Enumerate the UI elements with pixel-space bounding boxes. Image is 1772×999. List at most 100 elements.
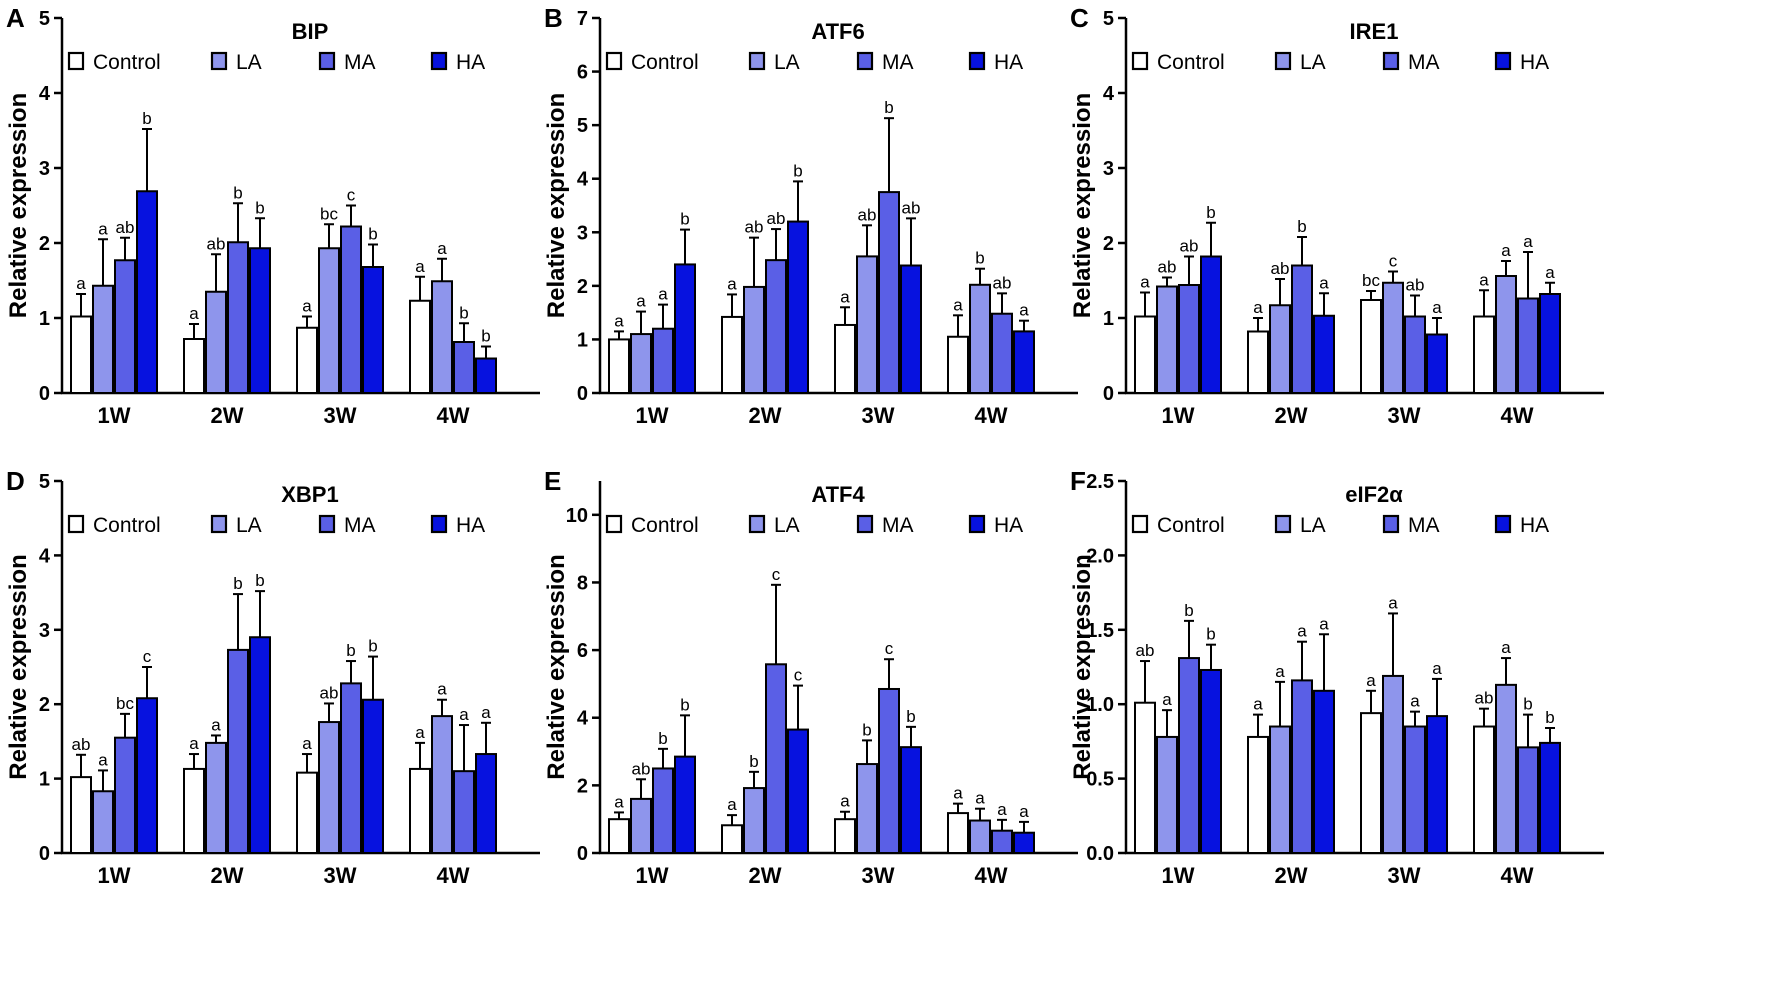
chart-title: IRE1 [1350,19,1399,44]
significance-label: bc [116,694,134,713]
bar-ma [878,687,900,854]
y-tick-label: 1 [39,769,50,791]
bar-control [947,812,969,854]
y-tick-label: 8 [577,572,588,594]
legend-label-ha: HA [1520,51,1549,74]
significance-label: a [1366,671,1376,690]
legend-swatch-la [748,514,766,534]
bar-ma [1178,657,1200,855]
significance-label: b [1523,695,1532,714]
bar-control [1134,315,1156,394]
bar-ha [1313,314,1335,394]
y-tick-label: 2.0 [1086,545,1114,567]
significance-label: a [840,792,850,811]
legend-swatch-ma [318,51,336,71]
y-tick-label: 0 [577,843,588,865]
bar-control [409,299,431,394]
bar-la [1156,285,1178,394]
significance-label: ab [902,198,921,217]
x-tick-label: 3W [862,403,895,428]
y-tick-label: 1 [577,329,588,351]
bar-la [205,290,227,394]
significance-label: b [658,729,667,748]
y-tick-label: 2.5 [1086,471,1114,493]
significance-label: a [614,792,624,811]
significance-label: b [481,327,490,346]
significance-label: a [614,311,624,330]
legend-label-ma: MA [1408,51,1440,74]
y-tick-label: 1.5 [1086,620,1114,642]
significance-label: a [1297,622,1307,641]
significance-label: a [1319,273,1329,292]
bar-ha [1200,255,1222,394]
x-tick-label: 4W [975,403,1008,428]
significance-label: a [1162,690,1172,709]
bar-control [608,338,630,394]
significance-label: c [143,647,152,666]
y-tick-label: 2 [577,775,588,797]
significance-label: ab [1475,689,1494,708]
chart-title: XBP1 [281,482,338,507]
legend-swatch-la [1274,51,1292,71]
legend-swatch-control [1131,51,1149,71]
legend-swatch-ma [1382,514,1400,534]
significance-label: a [189,734,199,753]
y-tick-label: 6 [577,62,588,84]
y-tick-label: 5 [1103,8,1114,30]
significance-label: a [1501,241,1511,260]
significance-label: a [636,292,646,311]
chart-title: ATF4 [811,482,865,507]
legend-swatch-la [210,51,228,71]
significance-label: b [459,303,468,322]
significance-label: ab [858,205,877,224]
bar-ma [227,241,249,394]
significance-label: a [1410,692,1420,711]
x-tick-label: 4W [437,863,470,888]
significance-label: a [437,680,447,699]
significance-label: a [953,784,963,803]
significance-label: a [302,297,312,316]
y-tick-label: 4 [577,169,589,191]
bar-control [608,818,630,855]
legend-swatch-control [67,51,85,71]
bar-ma [878,191,900,394]
bar-la [743,787,765,854]
y-axis-label: Relative expression [5,93,32,318]
legend-label-ma: MA [882,51,914,74]
legend-swatch-control [605,51,623,71]
bar-la [743,285,765,394]
bar-ha [1426,715,1448,854]
bar-ha [1539,741,1561,854]
y-tick-label: 4 [1103,83,1115,105]
panel-letter: C [1070,3,1089,33]
significance-label: a [953,295,963,314]
legend-label-la: LA [1300,51,1326,74]
x-tick-label: 3W [324,403,357,428]
legend-swatch-ha [1494,51,1512,71]
panel-letter: B [544,3,563,33]
x-tick-label: 3W [862,863,895,888]
x-tick-label: 2W [1275,863,1308,888]
y-tick-label: 1 [39,308,50,330]
legend-swatch-ma [856,51,874,71]
y-tick-label: 3 [39,620,50,642]
bar-ha [475,357,497,394]
legend-label-la: LA [774,51,800,74]
significance-label: a [459,705,469,724]
bar-ha [136,190,158,394]
chart-title: eIF2α [1345,482,1403,507]
x-tick-label: 3W [1388,863,1421,888]
significance-label: a [1253,695,1263,714]
significance-label: b [680,210,689,229]
legend-swatch-ha [1494,514,1512,534]
panel-c: C IRE1 Relative expression 0 1 2 3 4 5 Control LA M… [1069,3,1604,428]
bar-ma [765,663,787,855]
legend-label-control: Control [93,514,161,537]
y-tick-label: 3 [39,158,50,180]
legend-label-ma: MA [882,514,914,537]
x-tick-label: 1W [98,863,131,888]
significance-label: a [1545,263,1555,282]
significance-label: a [1253,298,1263,317]
bar-ma [453,770,475,854]
